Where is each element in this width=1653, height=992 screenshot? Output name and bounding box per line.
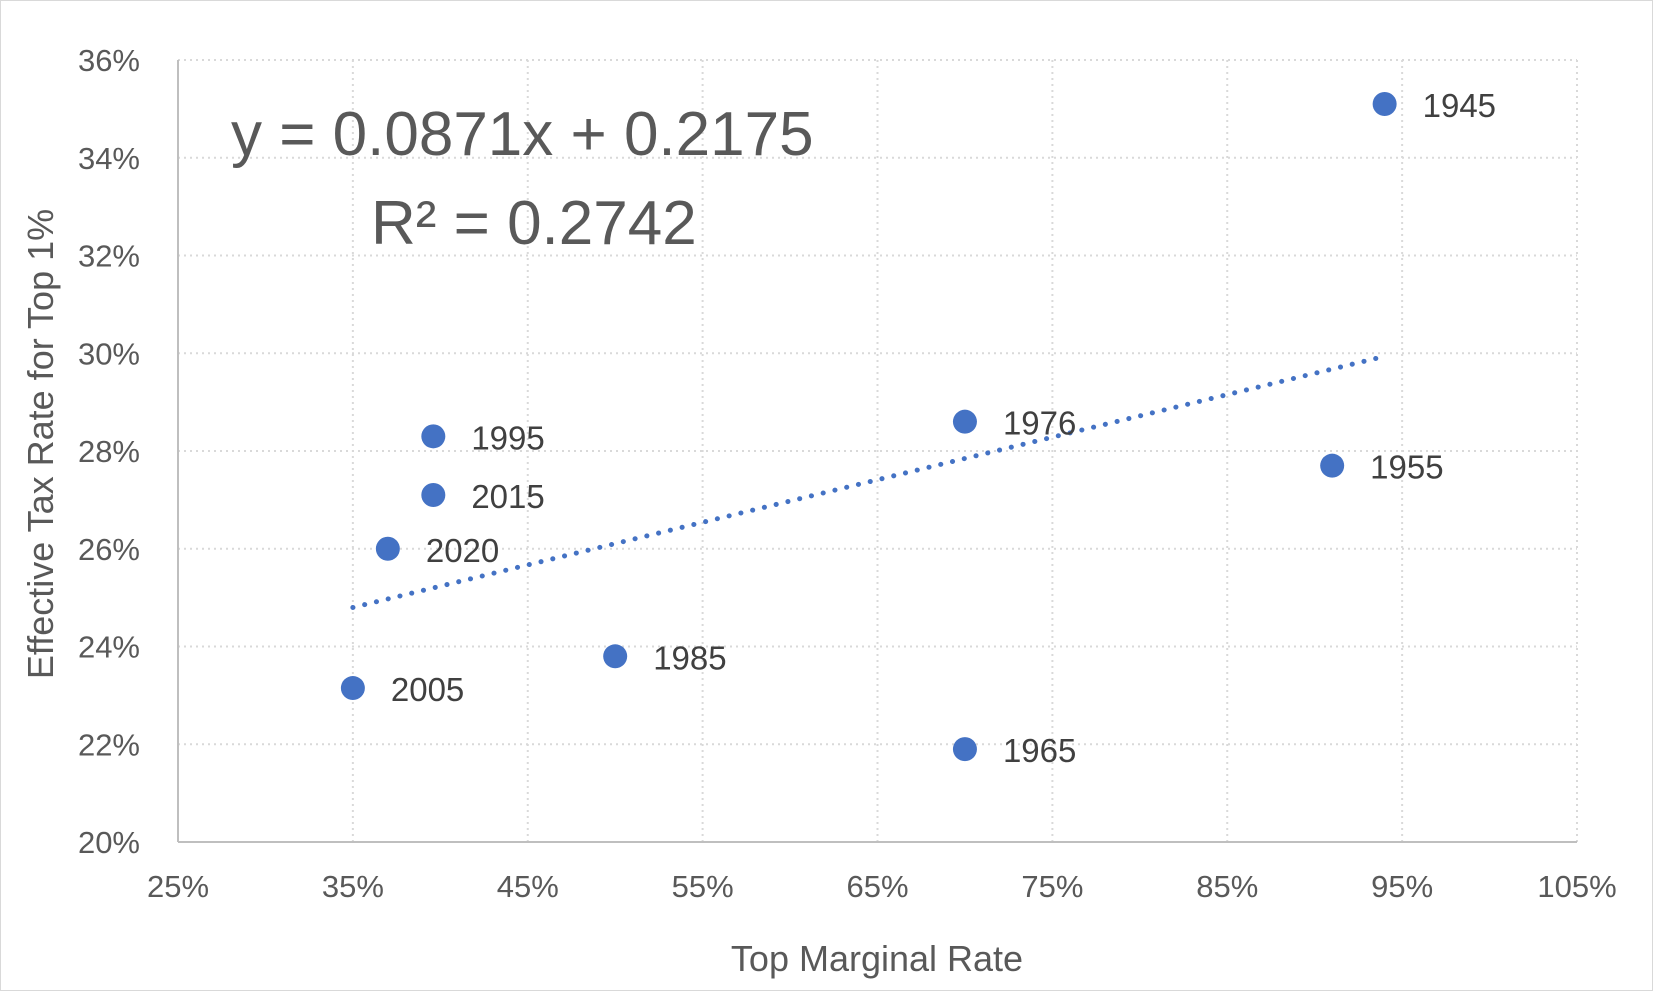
x-axis-title: Top Marginal Rate [731, 938, 1023, 979]
y-axis-title: Effective Tax Rate for Top 1% [20, 209, 61, 679]
data-label-2005: 2005 [391, 671, 464, 708]
data-point-2020 [375, 536, 400, 561]
trendline-layer [350, 353, 1388, 610]
data-label-1955: 1955 [1370, 449, 1443, 486]
data-labels: 1945 1955 1965 1976 1985 1995 2005 2015 2020 [391, 87, 1496, 769]
data-label-1976: 1976 [1003, 405, 1076, 442]
x-tick-label: 45% [497, 869, 559, 904]
y-tick-label: 20% [78, 825, 140, 860]
data-label-2020: 2020 [426, 532, 499, 569]
x-tick-label: 65% [846, 869, 908, 904]
tick-labels: 20% 22% 24% 26% 28% 30% 32% 34% 36% 25% 35% 45% 55% 6… [78, 43, 1617, 904]
x-tick-label: 95% [1371, 869, 1433, 904]
trendline-equation: y = 0.0871x + 0.2175 [231, 100, 814, 169]
data-point-1965 [952, 737, 977, 762]
x-tick-label: 35% [322, 869, 384, 904]
data-point-2005 [340, 676, 365, 701]
data-points [340, 91, 1397, 762]
y-tick-label: 24% [78, 630, 140, 665]
y-tick-label: 28% [78, 434, 140, 469]
x-tick-label: 25% [147, 869, 209, 904]
x-tick-label: 75% [1021, 869, 1083, 904]
data-point-1945 [1372, 91, 1397, 116]
y-tick-label: 32% [78, 239, 140, 274]
data-point-1985 [603, 644, 628, 669]
trendline [350, 353, 1388, 610]
data-label-1945: 1945 [1423, 87, 1496, 124]
data-label-1985: 1985 [653, 639, 726, 676]
trendline-r-squared: R² = 0.2742 [371, 189, 697, 258]
data-point-1955 [1320, 453, 1345, 478]
data-label-1965: 1965 [1003, 732, 1076, 769]
y-tick-label: 34% [78, 141, 140, 176]
data-point-1976 [952, 409, 977, 434]
data-label-2015: 2015 [471, 478, 544, 515]
y-tick-label: 22% [78, 727, 140, 762]
y-tick-label: 30% [78, 336, 140, 371]
y-tick-label: 26% [78, 532, 140, 567]
x-tick-label: 55% [672, 869, 734, 904]
data-point-1995 [421, 424, 446, 449]
x-tick-label: 105% [1537, 869, 1616, 904]
y-tick-label: 36% [78, 43, 140, 78]
axes [177, 60, 1577, 843]
data-label-1995: 1995 [471, 419, 544, 456]
data-point-2015 [421, 482, 446, 507]
x-tick-label: 85% [1196, 869, 1258, 904]
gridlines [178, 59, 1578, 842]
